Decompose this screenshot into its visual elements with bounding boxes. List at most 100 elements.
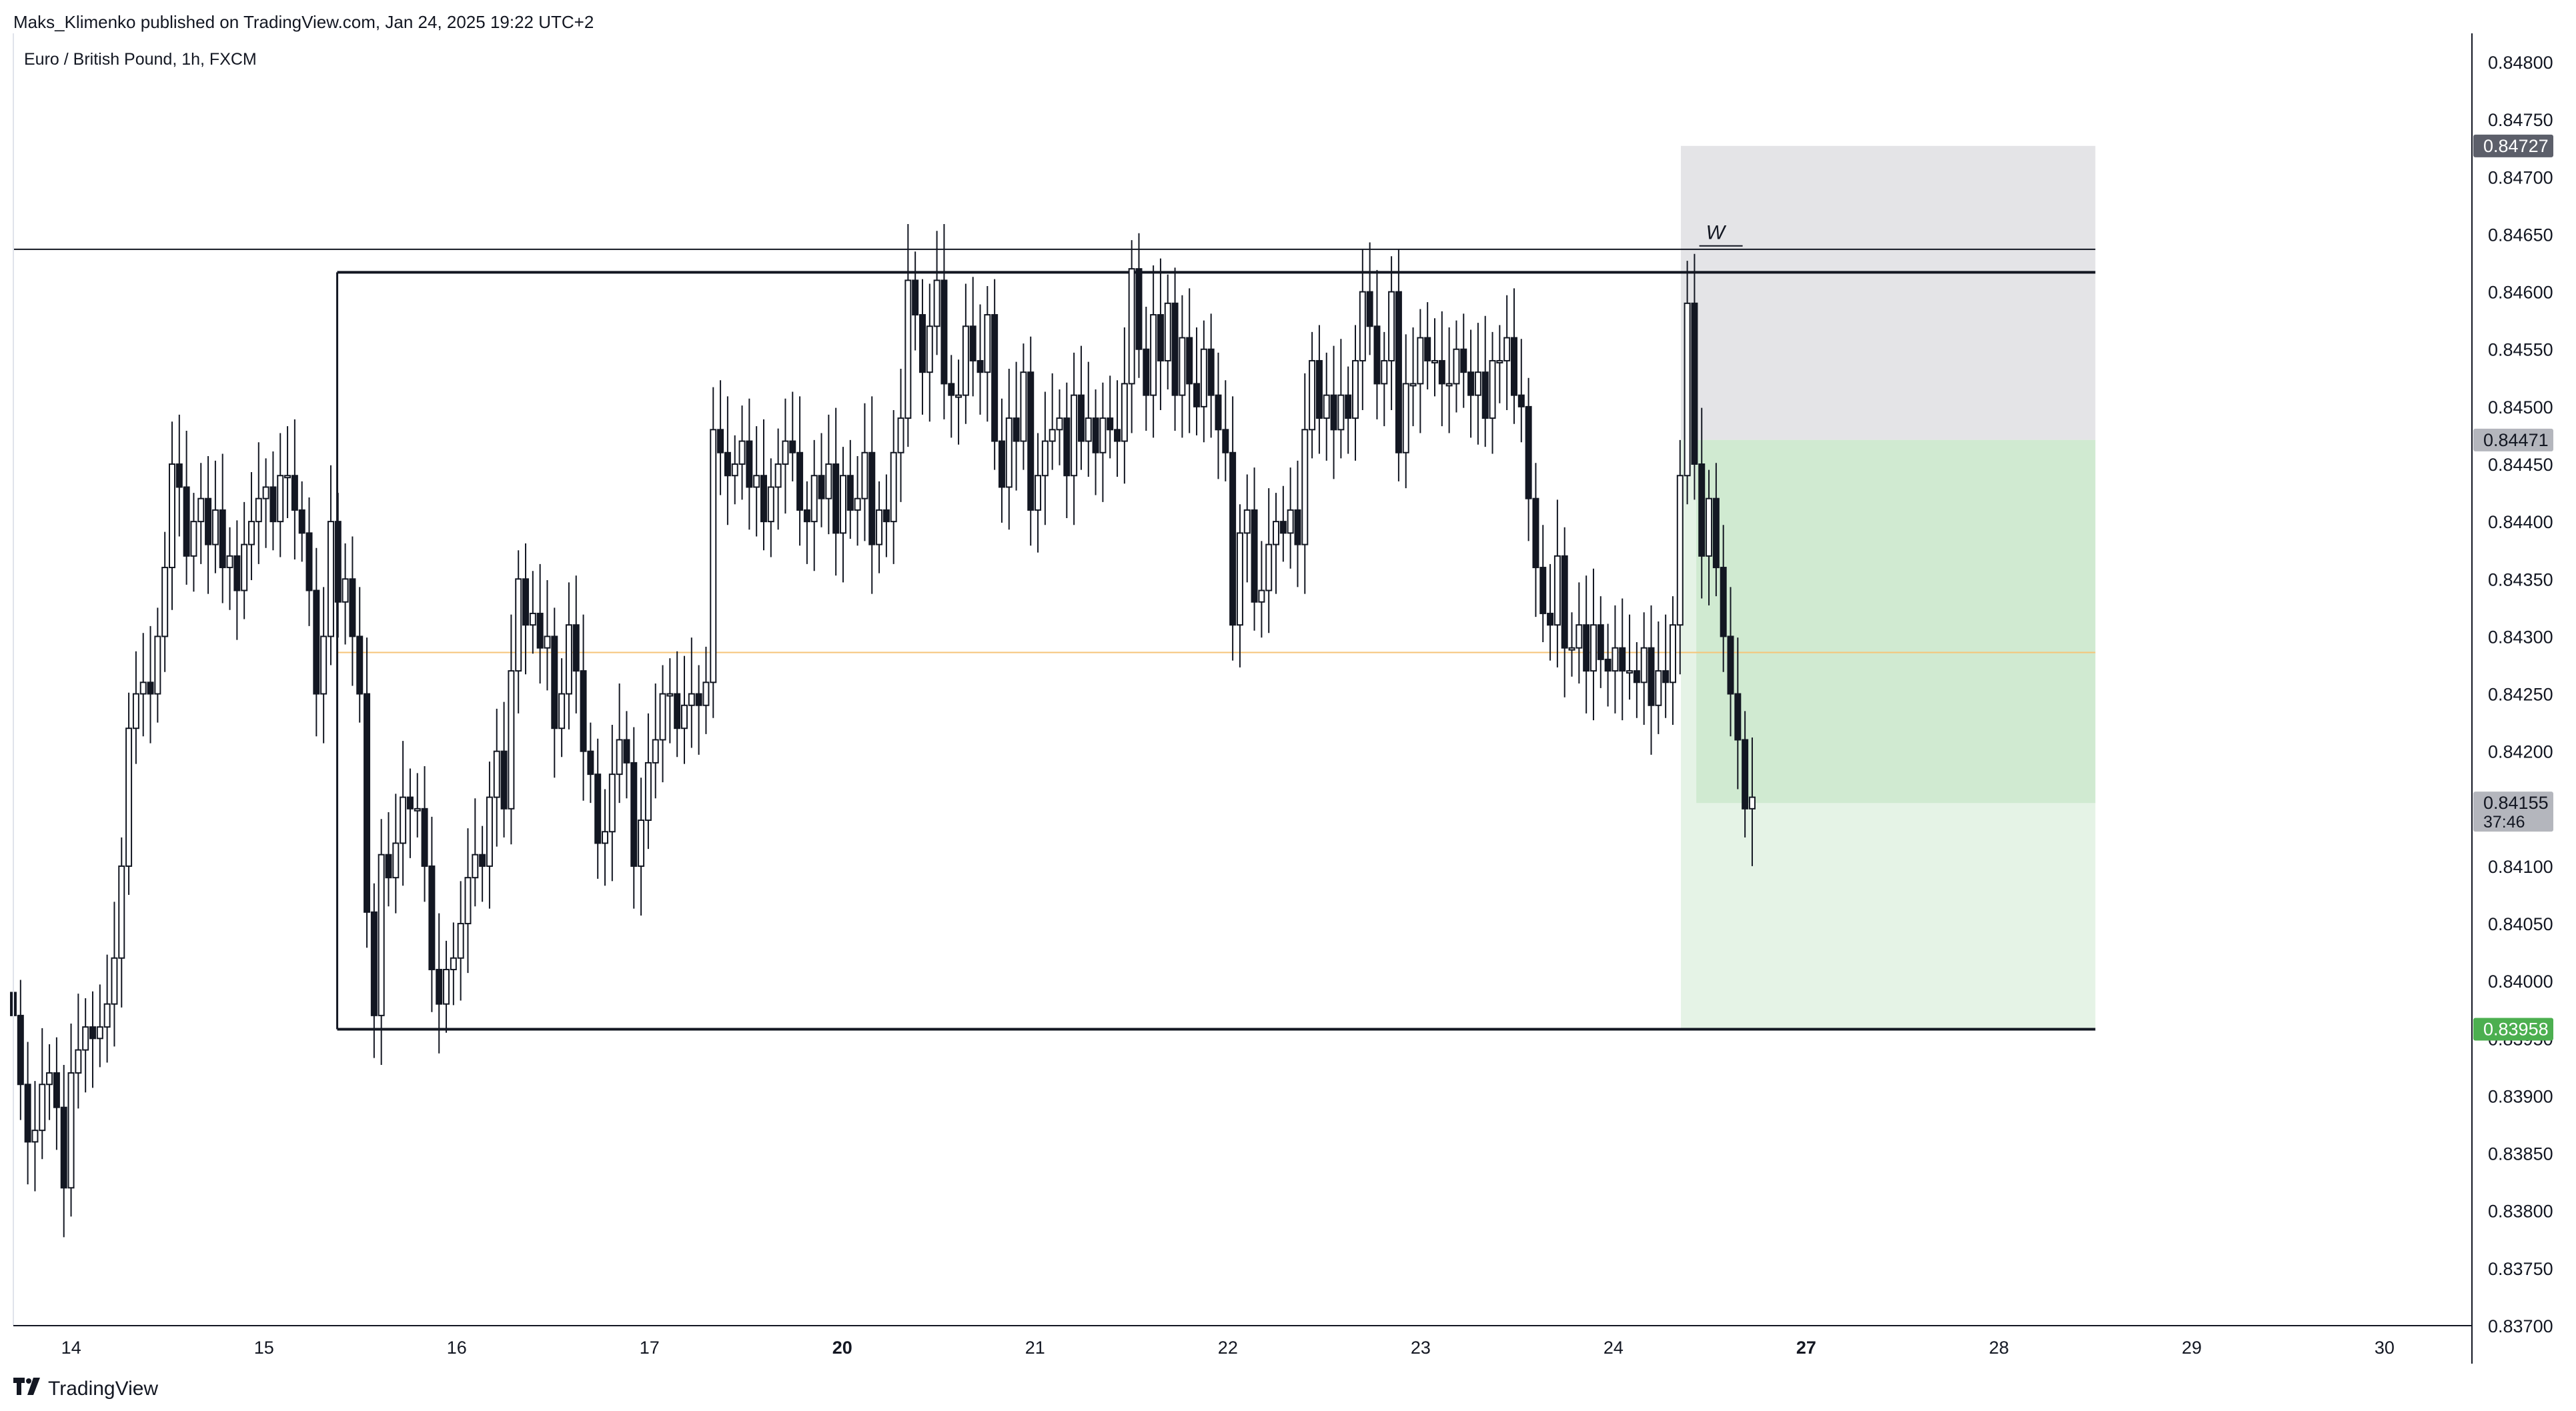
candle-body xyxy=(608,774,616,833)
candle-body xyxy=(428,865,436,970)
candle xyxy=(1330,345,1337,479)
candle-body xyxy=(1200,348,1207,407)
candle xyxy=(1056,389,1063,465)
candle-body xyxy=(1503,337,1511,361)
price-badge[interactable]: 0.84471 xyxy=(2473,428,2553,451)
candle-body xyxy=(464,877,472,925)
candle-body xyxy=(738,440,746,465)
candle xyxy=(818,433,825,527)
candle-body xyxy=(955,394,962,398)
candle-body xyxy=(400,796,407,844)
candle xyxy=(846,439,854,539)
candle-body xyxy=(1186,337,1193,385)
candle xyxy=(39,1028,46,1160)
candle xyxy=(233,520,241,640)
price-tick-label: 0.84250 xyxy=(2488,685,2553,705)
candle xyxy=(67,1023,75,1217)
candle xyxy=(933,231,940,355)
candle-body xyxy=(1337,394,1345,431)
candle-body xyxy=(349,578,356,637)
candle-body xyxy=(436,968,443,1005)
candle-body xyxy=(1359,291,1366,361)
candle-body xyxy=(125,728,133,867)
candle-body xyxy=(414,808,421,812)
candle-body xyxy=(1553,555,1561,626)
candle xyxy=(1258,541,1265,638)
candle-body xyxy=(774,463,782,488)
candle-body xyxy=(1157,314,1164,361)
candle xyxy=(298,481,305,562)
candle xyxy=(1467,329,1475,438)
candle-body xyxy=(1229,451,1237,626)
candle-body xyxy=(572,624,580,672)
price-tick-label: 0.83850 xyxy=(2488,1144,2553,1164)
candle-body xyxy=(638,820,645,867)
price-badge[interactable]: 0.84727 xyxy=(2473,134,2553,157)
candle xyxy=(1712,463,1720,597)
candle-body xyxy=(320,635,328,695)
candle-body xyxy=(111,957,118,1005)
candle xyxy=(918,279,926,415)
candle-body xyxy=(1748,796,1756,810)
candle-body xyxy=(1330,394,1337,431)
candle xyxy=(1071,352,1078,525)
candle xyxy=(897,369,904,502)
candle xyxy=(1215,352,1222,479)
candle xyxy=(1604,623,1612,707)
stop-loss-zone[interactable] xyxy=(1681,145,2096,440)
candle-body xyxy=(1092,417,1099,453)
footer-brand[interactable]: TradingView xyxy=(13,1378,158,1400)
candle xyxy=(638,778,645,916)
time-tick-label: 24 xyxy=(1603,1338,1624,1358)
price-tick-label: 0.84500 xyxy=(2488,397,2553,417)
candle xyxy=(1648,605,1655,755)
candle-body xyxy=(226,555,233,569)
candle xyxy=(1114,380,1121,477)
candle xyxy=(760,419,767,551)
candle-body xyxy=(1373,325,1381,385)
candle xyxy=(1107,375,1114,459)
candle xyxy=(1027,336,1035,546)
candle xyxy=(536,563,544,684)
candle-body xyxy=(39,1084,46,1132)
candle xyxy=(277,433,284,557)
candle-body xyxy=(1056,417,1063,431)
candle-body xyxy=(933,279,940,327)
candle-body xyxy=(241,543,248,591)
candle xyxy=(1388,256,1395,411)
candle xyxy=(1510,288,1517,424)
candle-body xyxy=(522,578,530,626)
publisher-info: Maks_Klimenko published on TradingView.c… xyxy=(13,12,594,32)
candle-body xyxy=(211,509,219,545)
candle-body xyxy=(825,463,832,499)
candle-body xyxy=(1381,359,1388,385)
time-tick-label: 14 xyxy=(61,1338,81,1358)
candle xyxy=(948,355,955,438)
candle-body xyxy=(529,612,536,626)
candle-body xyxy=(991,314,999,442)
candle-body xyxy=(1395,291,1402,453)
candle-body xyxy=(132,693,139,730)
candle xyxy=(594,738,602,879)
candle-body xyxy=(1604,658,1612,672)
candle-body xyxy=(305,532,313,591)
candle xyxy=(1171,267,1179,431)
price-badge[interactable]: 0.83958 xyxy=(2473,1018,2553,1041)
candle xyxy=(1612,605,1619,714)
candle-body xyxy=(1041,440,1049,477)
annotation-w[interactable]: W xyxy=(1706,222,1727,244)
candle xyxy=(356,587,364,723)
candle xyxy=(392,794,400,914)
candle-body xyxy=(284,475,291,479)
candle-body xyxy=(31,1130,39,1143)
candle xyxy=(882,474,890,557)
candle-body xyxy=(1742,739,1749,810)
candle-body xyxy=(818,475,825,499)
candle-body xyxy=(1568,647,1575,651)
price-tick-label: 0.84600 xyxy=(2488,283,2553,303)
candle xyxy=(1395,249,1402,481)
candle-body xyxy=(1121,383,1128,442)
candle xyxy=(111,902,118,1047)
